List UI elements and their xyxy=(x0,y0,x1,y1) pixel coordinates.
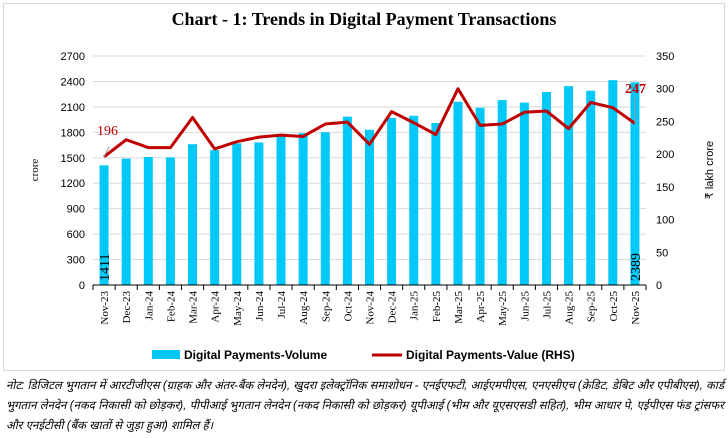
y-tick-label: 2400 xyxy=(61,76,85,88)
bar xyxy=(497,100,507,286)
chart-title: Chart - 1: Trends in Digital Payment Tra… xyxy=(171,9,557,29)
x-tick-label: Aug-25 xyxy=(564,291,576,325)
x-tick-label: Feb-24 xyxy=(165,291,177,323)
bar xyxy=(608,80,618,285)
bar xyxy=(541,92,551,285)
y-tick-label: 1500 xyxy=(61,153,85,165)
bar xyxy=(276,136,286,285)
x-tick-label: Jul-25 xyxy=(541,291,553,319)
x-tick-label: Nov-23 xyxy=(99,291,111,325)
bar xyxy=(232,143,242,285)
x-tick-label: Jun-25 xyxy=(519,291,531,321)
y2-tick-label: 0 xyxy=(656,280,662,292)
legend-label-volume: Digital Payments-Volume xyxy=(184,348,327,362)
x-tick-label: Oct-25 xyxy=(608,291,620,322)
x-tick-label: Nov-25 xyxy=(630,291,642,325)
bar xyxy=(586,90,596,285)
x-tick-label: Sep-24 xyxy=(320,291,332,323)
y2-tick-label: 100 xyxy=(656,215,674,227)
y-tick-label: 300 xyxy=(67,255,85,267)
bar xyxy=(121,158,131,285)
x-tick-label: Apr-25 xyxy=(475,291,487,323)
bar xyxy=(475,107,485,286)
x-tick-label: Jan-25 xyxy=(409,291,421,321)
legend-swatch-volume xyxy=(152,350,180,359)
y-axis-label: crore xyxy=(29,159,41,182)
x-tick-label: Jan-24 xyxy=(143,291,155,321)
bar xyxy=(342,116,352,285)
bar xyxy=(630,82,640,285)
bar xyxy=(298,133,308,285)
bar xyxy=(387,117,397,285)
bar xyxy=(320,132,330,285)
bar xyxy=(165,157,175,285)
x-tick-label: Feb-25 xyxy=(431,291,443,323)
y-tick-label: 900 xyxy=(67,204,85,216)
chart-svg: 0 300 600 900 1200 1500 1800 2100 2400 2700 0 50 100… xyxy=(29,51,716,362)
y-tick-label: 2100 xyxy=(61,102,85,114)
bar xyxy=(210,150,220,285)
y-tick-label: 1800 xyxy=(61,127,85,139)
x-tick-label: Nov-24 xyxy=(365,291,377,325)
x-tick-label: Jun-24 xyxy=(254,291,266,321)
bar xyxy=(409,115,419,286)
bar xyxy=(188,144,198,285)
y2-tick-label: 300 xyxy=(656,84,674,96)
y2-tick-label: 150 xyxy=(656,182,674,194)
bar xyxy=(564,86,574,286)
x-tick-label: May-25 xyxy=(497,291,509,326)
bar xyxy=(431,123,441,286)
y-tick-label: 2700 xyxy=(61,51,85,63)
line-data-label-first: 196 xyxy=(97,124,118,139)
x-tick-label: Apr-24 xyxy=(210,291,222,323)
y-tick-label: 600 xyxy=(67,229,85,241)
x-tick-label: Mar-24 xyxy=(188,291,200,324)
x-tick-label: May-24 xyxy=(232,291,244,326)
y-tick-label: 0 xyxy=(79,280,85,292)
bar xyxy=(254,142,264,285)
y2-tick-label: 350 xyxy=(656,51,674,63)
x-tick-label: Dec-24 xyxy=(387,291,399,324)
x-tick-label: Dec-23 xyxy=(121,291,133,324)
y2-tick-label: 250 xyxy=(656,116,674,128)
line-data-label-last: 247 xyxy=(625,82,646,97)
x-tick-label: Oct-24 xyxy=(342,291,354,322)
y2-axis-label: ₹ lakh crore xyxy=(704,141,716,199)
legend-label-value: Digital Payments-Value (RHS) xyxy=(406,348,575,362)
leader-line xyxy=(103,146,110,157)
y2-tick-label: 200 xyxy=(656,149,674,161)
y2-tick-label: 50 xyxy=(656,247,668,259)
bar xyxy=(143,156,153,285)
x-tick-label: Sep-25 xyxy=(586,291,598,323)
x-tick-label: Mar-25 xyxy=(453,291,465,324)
bar xyxy=(519,102,529,285)
chart-frame xyxy=(3,3,725,371)
bar xyxy=(365,129,374,285)
x-tick-label: Jul-24 xyxy=(276,291,288,319)
y-tick-label: 1200 xyxy=(61,178,85,190)
bar-data-label-last: 2389 xyxy=(629,253,644,281)
bar xyxy=(99,165,109,285)
bar-data-label-first: 1411 xyxy=(98,254,113,281)
bar xyxy=(453,101,463,285)
x-tick-label: Aug-24 xyxy=(298,291,310,325)
footnote: नोट: डिजिटल भुगतान में आरटीजीएस (ग्राहक … xyxy=(6,380,724,432)
